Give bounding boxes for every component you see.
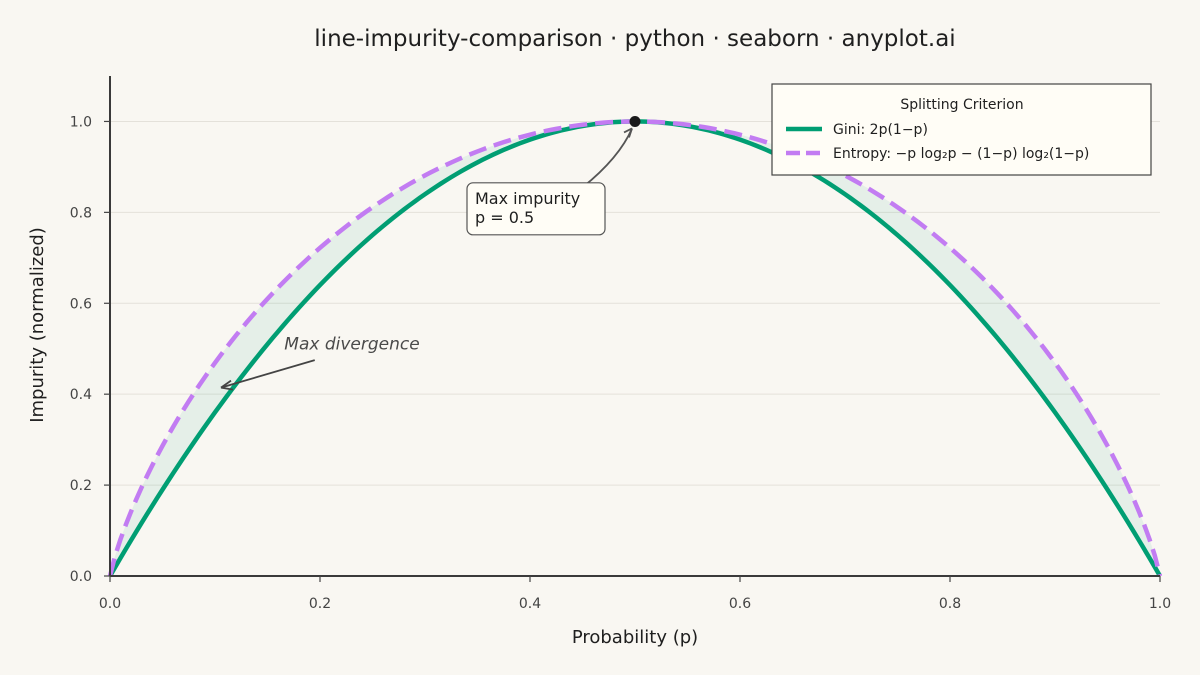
y-tick-label: 0.8 [70,205,92,221]
legend-entropy-label: Entropy: −p log₂p − (1−p) log₂(1−p) [833,146,1089,162]
max-divergence-arrowhead [220,379,234,391]
gini-line [108,119,1162,578]
max-impurity-arrowhead [623,127,633,138]
legend-title: Splitting Criterion [900,97,1023,113]
fill-between-area [110,121,1160,576]
x-tick-label: 0.0 [99,596,121,612]
x-tick-label: 0.4 [519,596,541,612]
max-impurity-box [466,182,606,236]
gridlines [110,120,1160,577]
y-tick-label: 0.0 [70,569,92,585]
y-tick-label: 1.0 [70,114,92,130]
y-tick-label: 0.4 [70,387,92,403]
entropy-line [107,119,1163,577]
x-tick-label: 0.6 [729,596,751,612]
max-impurity-label: Max impurity [475,189,580,208]
x-tick-label: 0.2 [309,596,331,612]
x-tick-label: 0.8 [939,596,961,612]
max-impurity-label: p = 0.5 [475,208,534,227]
y-axis-label: Impurity (normalized) [27,227,48,423]
y-tick-label: 0.6 [70,296,92,312]
tick-labels: 0.0 0.2 0.4 0.6 0.8 1.0 0.0 0.2 0.4 0.6 0.8 1.0 [70,114,1171,612]
divergence-area [110,121,1160,576]
axes [109,76,1160,577]
x-axis-label: Probability (p) [572,627,698,648]
legend-box [771,83,1152,176]
max-impurity-marker [629,115,641,127]
max-impurity-arrow [581,128,633,189]
max-divergence-arrow [220,359,316,389]
legend-gini-label: Gini: 2p(1−p) [833,122,928,138]
series-lines [107,119,1163,578]
x-tick-label: 1.0 [1149,596,1171,612]
legend: Splitting Criterion Gini: 2p(1−p) Entropy:… [771,83,1152,176]
chart-title: line-impurity-comparison · python · seab… [314,26,955,52]
y-tick-label: 0.2 [70,478,92,494]
max-divergence-label: Max divergence [284,335,419,355]
